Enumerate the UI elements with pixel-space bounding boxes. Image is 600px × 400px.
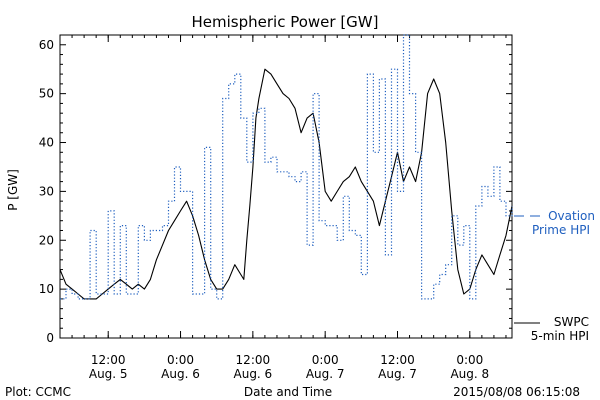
x-tick-label: 12:00 <box>91 353 126 367</box>
y-ticks: 0 10 20 30 40 50 60 <box>39 34 512 345</box>
chart-title: Hemispheric Power [GW] <box>192 13 379 31</box>
legend-swpc-label: 5-min HPI <box>531 329 589 343</box>
series-swpc-line <box>59 68 513 300</box>
x-tick-date: Aug. 6 <box>161 367 200 381</box>
x-tick-label: 0:00 <box>312 353 339 367</box>
y-tick-label: 40 <box>39 136 54 150</box>
x-tick-label: 12:00 <box>236 353 271 367</box>
y-tick-label: 60 <box>39 38 54 52</box>
footer-timestamp: 2015/08/08 06:15:08 <box>453 385 580 399</box>
plot-frame <box>59 34 513 339</box>
series-ovation-prime-line <box>60 34 513 300</box>
y-tick-label: 10 <box>39 282 54 296</box>
x-tick-date: Aug. 7 <box>378 367 417 381</box>
y-tick-label: 0 <box>46 331 54 345</box>
y-tick-label: 50 <box>39 87 54 101</box>
legend-swpc-label: SWPC <box>554 315 589 329</box>
x-tick-label: 12:00 <box>380 353 415 367</box>
series-layer <box>59 34 513 300</box>
x-axis-label: Date and Time <box>244 385 332 399</box>
legend: Ovation Prime HPI SWPC 5-min HPI <box>514 209 595 343</box>
footer-source: Plot: CCMC <box>5 385 71 399</box>
axes-frame <box>59 34 513 339</box>
legend-ovation-label: Prime HPI <box>532 223 590 237</box>
x-tick-date: Aug. 5 <box>89 367 128 381</box>
x-tick-label: 0:00 <box>456 353 483 367</box>
y-axis-label: P [GW] <box>6 169 20 211</box>
x-tick-date: Aug. 8 <box>450 367 489 381</box>
x-tick-date: Aug. 7 <box>306 367 345 381</box>
x-tick-date: Aug. 6 <box>234 367 273 381</box>
y-tick-label: 20 <box>39 233 54 247</box>
x-tick-label: 0:00 <box>167 353 194 367</box>
legend-ovation-label: Ovation <box>548 209 595 223</box>
y-tick-label: 30 <box>39 184 54 198</box>
